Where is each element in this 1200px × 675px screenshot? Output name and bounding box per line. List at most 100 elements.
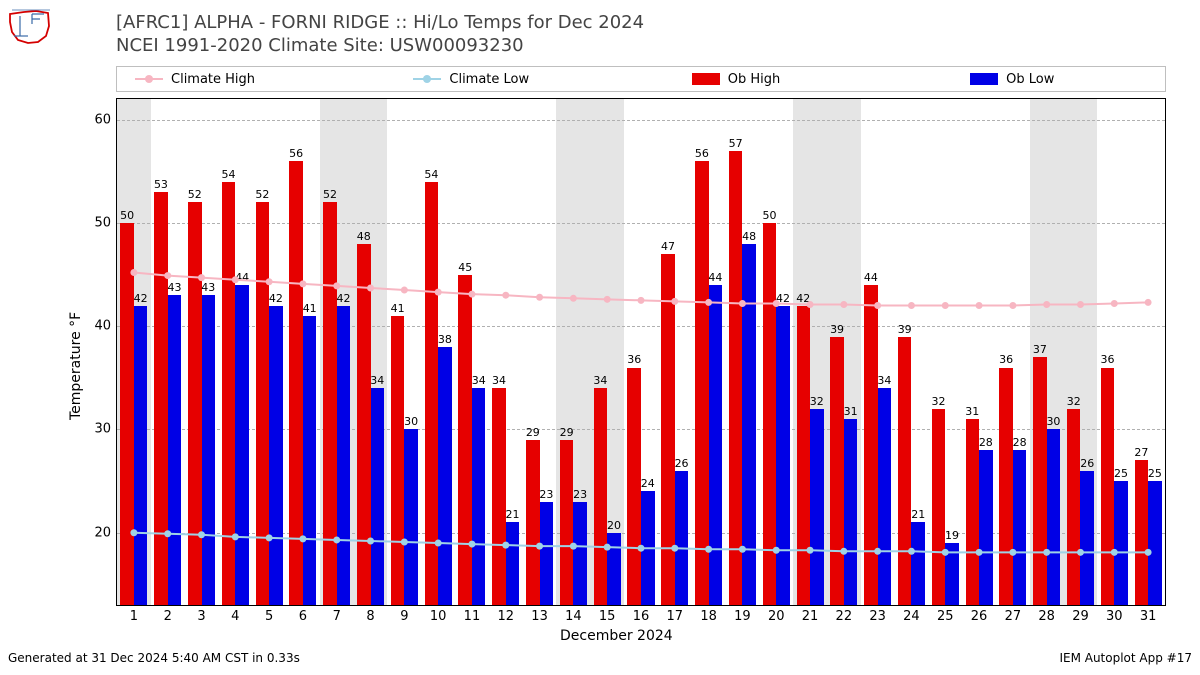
- line-climate-low-marker: [502, 542, 509, 549]
- line-climate-high-marker: [874, 302, 881, 309]
- line-climate-low-marker: [164, 530, 171, 537]
- footer-left: Generated at 31 Dec 2024 5:40 AM CST in …: [8, 651, 300, 665]
- xtick-label: 15: [599, 609, 616, 624]
- ytick-label: 30: [94, 422, 111, 437]
- xtick-label: 31: [1140, 609, 1157, 624]
- line-climate-high-marker: [604, 296, 611, 303]
- line-climate-low-marker: [198, 531, 205, 538]
- line-climate-low-marker: [1145, 549, 1152, 556]
- line-climate-low-marker: [908, 548, 915, 555]
- line-climate-high-marker: [333, 282, 340, 289]
- xtick-label: 26: [971, 609, 988, 624]
- y-axis-label: Temperature °F: [68, 312, 84, 420]
- line-climate-high-marker: [705, 299, 712, 306]
- ytick-label: 20: [94, 525, 111, 540]
- line-climate-high-marker: [908, 302, 915, 309]
- line-climate-high-marker: [164, 272, 171, 279]
- line-climate-high-marker: [232, 276, 239, 283]
- line-climate-low-marker: [807, 547, 814, 554]
- xtick-label: 19: [734, 609, 751, 624]
- xtick-label: 27: [1005, 609, 1022, 624]
- xtick-label: 23: [869, 609, 886, 624]
- line-climate-low-marker: [1111, 549, 1118, 556]
- line-climate-high-marker: [1111, 300, 1118, 307]
- line-climate-low-marker: [435, 540, 442, 547]
- xtick-label: 7: [333, 609, 341, 624]
- line-climate-low-marker: [536, 543, 543, 550]
- legend: Climate High Climate Low Ob High Ob Low: [116, 66, 1166, 92]
- iem-logo: [6, 6, 52, 46]
- xtick-label: 9: [400, 609, 408, 624]
- line-climate-high-marker: [266, 278, 273, 285]
- line-climate-low-marker: [705, 546, 712, 553]
- line-climate-low-marker: [604, 544, 611, 551]
- line-climate-low-marker: [401, 539, 408, 546]
- xtick-label: 14: [565, 609, 582, 624]
- xtick-label: 4: [231, 609, 239, 624]
- xtick-label: 5: [265, 609, 273, 624]
- line-climate-low-marker: [232, 533, 239, 540]
- legend-label-ob-high: Ob High: [728, 72, 781, 87]
- legend-label-climate-high: Climate High: [171, 72, 255, 87]
- line-climate-high-marker: [198, 274, 205, 281]
- line-climate-high-marker: [502, 292, 509, 299]
- xtick-label: 25: [937, 609, 954, 624]
- xtick-label: 29: [1072, 609, 1089, 624]
- line-climate-high-marker: [536, 294, 543, 301]
- xtick-label: 13: [531, 609, 548, 624]
- xtick-label: 8: [366, 609, 374, 624]
- xtick-label: 22: [836, 609, 853, 624]
- ytick-label: 60: [94, 112, 111, 127]
- line-climate-low-marker: [874, 548, 881, 555]
- climate-lines-overlay: [117, 99, 1165, 605]
- line-climate-low-marker: [773, 547, 780, 554]
- line-climate-low-marker: [942, 549, 949, 556]
- line-climate-high-marker: [1145, 299, 1152, 306]
- legend-swatch-ob-high: [692, 73, 720, 85]
- xtick-label: 28: [1038, 609, 1055, 624]
- xtick-label: 12: [497, 609, 514, 624]
- line-climate-high-marker: [807, 301, 814, 308]
- line-climate-high-marker: [130, 269, 137, 276]
- line-climate-low-marker: [1077, 549, 1084, 556]
- xtick-label: 2: [164, 609, 172, 624]
- xtick-label: 6: [299, 609, 307, 624]
- xtick-label: 17: [667, 609, 684, 624]
- line-climate-high-marker: [638, 297, 645, 304]
- chart-title: [AFRC1] ALPHA - FORNI RIDGE :: Hi/Lo Tem…: [116, 12, 644, 57]
- line-climate-low-marker: [468, 541, 475, 548]
- ytick-label: 50: [94, 215, 111, 230]
- line-climate-low-marker: [840, 548, 847, 555]
- xtick-label: 30: [1106, 609, 1123, 624]
- line-climate-high-marker: [570, 295, 577, 302]
- line-climate-low-marker: [671, 545, 678, 552]
- line-climate-low-marker: [367, 537, 374, 544]
- line-climate-high-marker: [739, 300, 746, 307]
- xtick-label: 24: [903, 609, 920, 624]
- line-climate-low-marker: [1009, 549, 1016, 556]
- line-climate-low-marker: [299, 535, 306, 542]
- legend-swatch-climate-low: [413, 78, 441, 80]
- line-climate-low-marker: [570, 543, 577, 550]
- legend-swatch-climate-high: [135, 78, 163, 80]
- x-axis-label: December 2024: [560, 628, 673, 644]
- line-climate-high-marker: [468, 291, 475, 298]
- xtick-label: 1: [130, 609, 138, 624]
- line-climate-high-marker: [976, 302, 983, 309]
- xtick-label: 21: [802, 609, 819, 624]
- xtick-label: 10: [430, 609, 447, 624]
- line-climate-low-marker: [638, 545, 645, 552]
- footer-right: IEM Autoplot App #17: [1059, 651, 1192, 665]
- xtick-label: 11: [464, 609, 481, 624]
- line-climate-low-marker: [1043, 549, 1050, 556]
- line-climate-high-marker: [840, 301, 847, 308]
- line-climate-low-marker: [739, 546, 746, 553]
- title-line1: [AFRC1] ALPHA - FORNI RIDGE :: Hi/Lo Tem…: [116, 12, 644, 35]
- title-line2: NCEI 1991-2020 Climate Site: USW00093230: [116, 35, 644, 58]
- line-climate-high-marker: [671, 298, 678, 305]
- line-climate-high-marker: [773, 300, 780, 307]
- legend-label-climate-low: Climate Low: [449, 72, 529, 87]
- line-climate-low-marker: [130, 529, 137, 536]
- xtick-label: 20: [768, 609, 785, 624]
- line-climate-low-marker: [266, 534, 273, 541]
